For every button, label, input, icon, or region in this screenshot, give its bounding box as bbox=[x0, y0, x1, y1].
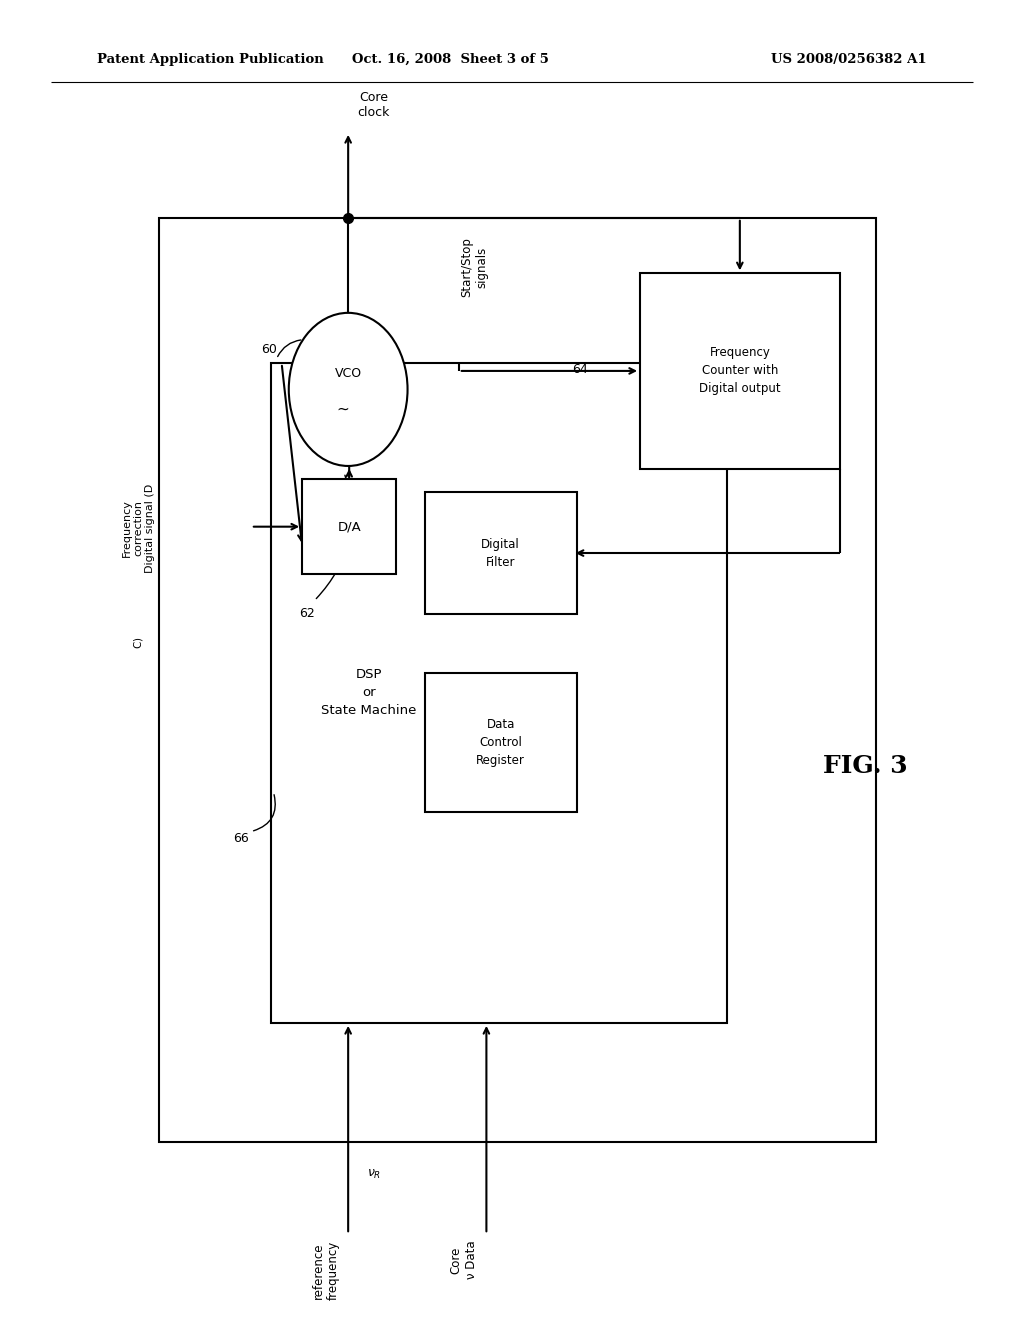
Text: $\mathregular{C}$): $\mathregular{C}$) bbox=[132, 636, 144, 649]
Text: reference
frequency: reference frequency bbox=[311, 1241, 340, 1300]
Text: D/A: D/A bbox=[337, 520, 361, 533]
Text: VCO: VCO bbox=[335, 367, 361, 380]
Bar bbox=[302, 479, 396, 574]
Text: Start/Stop
signals: Start/Stop signals bbox=[460, 238, 488, 297]
Text: 60: 60 bbox=[261, 343, 278, 356]
Text: Frequency
correction
Digital signal (D: Frequency correction Digital signal (D bbox=[122, 483, 155, 573]
Text: Data
Control
Register: Data Control Register bbox=[476, 718, 525, 767]
Text: 64: 64 bbox=[571, 363, 588, 376]
Bar bbox=[159, 218, 876, 1142]
Text: FIG. 3: FIG. 3 bbox=[823, 754, 907, 777]
Text: Patent Application Publication: Patent Application Publication bbox=[97, 53, 324, 66]
Text: DSP
or
State Machine: DSP or State Machine bbox=[321, 668, 417, 718]
Text: $\nu_R$: $\nu_R$ bbox=[367, 1168, 381, 1181]
Bar bbox=[425, 492, 577, 614]
Circle shape bbox=[289, 313, 408, 466]
Bar bbox=[425, 673, 577, 812]
Bar bbox=[640, 273, 840, 469]
Text: Frequency
Counter with
Digital output: Frequency Counter with Digital output bbox=[699, 346, 780, 396]
Text: 62: 62 bbox=[299, 607, 315, 620]
Text: ~: ~ bbox=[337, 401, 349, 417]
Text: Digital
Filter: Digital Filter bbox=[481, 537, 520, 569]
Bar bbox=[271, 363, 727, 1023]
Text: Core
clock: Core clock bbox=[357, 91, 390, 119]
Text: US 2008/0256382 A1: US 2008/0256382 A1 bbox=[771, 53, 927, 66]
Text: 66: 66 bbox=[232, 832, 249, 845]
Text: Oct. 16, 2008  Sheet 3 of 5: Oct. 16, 2008 Sheet 3 of 5 bbox=[352, 53, 549, 66]
Text: Core
ν Data: Core ν Data bbox=[450, 1241, 478, 1279]
